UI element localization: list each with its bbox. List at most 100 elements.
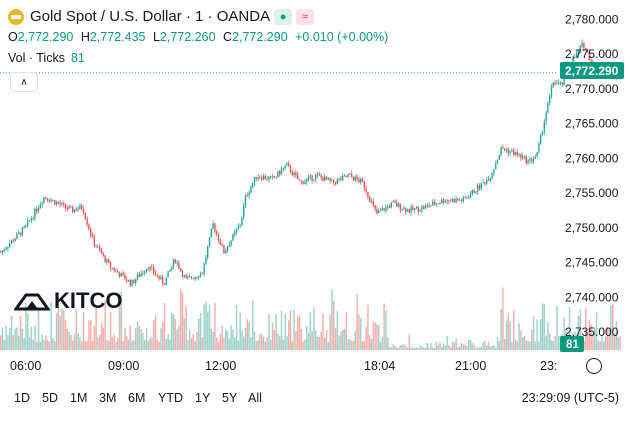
candle-body [295,172,297,176]
volume-bar [140,329,142,350]
range-1y-button[interactable]: 1Y [195,391,211,405]
candle-body [217,233,220,241]
volume-bar [253,331,256,350]
candle-body [399,203,401,210]
candle-body [169,269,171,272]
volume-bar [275,314,277,350]
volume-bar [34,325,36,350]
volume-bar [174,319,177,350]
candle-body [219,240,221,245]
volume-bar [43,340,45,350]
volume-bar [538,341,540,350]
range-6m-button[interactable]: 6M [128,391,146,405]
candle-body [185,275,187,278]
volume-bar [527,341,529,350]
volume-bar [190,338,193,350]
candle-body [392,201,394,203]
volume-bar [165,338,168,350]
time-tick-label: 21:00 [455,359,486,373]
volume-bar [9,328,11,350]
candle-body [464,197,466,199]
ohlc-legend: O2,772.290 H2,772.435 L2,772.260 C2,772.… [8,30,392,44]
volume-bar [19,315,22,350]
candle-body [156,275,158,276]
volume-bar [550,340,553,350]
collapse-legend-button[interactable]: ∧ [10,72,38,92]
volume-bar [259,333,261,350]
candle-body [563,76,565,85]
candle-body [59,203,61,205]
candle-body [243,205,245,218]
volume-bar [235,305,238,350]
volume-bar [444,345,447,350]
volume-bar [365,326,367,350]
volume-bar [208,304,211,350]
volume-bar [349,339,351,350]
candle-body [477,185,479,192]
candle-body [10,240,13,244]
candle-body [199,273,202,278]
volume-bar [196,331,198,350]
candle-body [486,179,488,184]
range-5d-button[interactable]: 5D [42,391,58,405]
candle-body [100,250,103,254]
range-1d-button[interactable]: 1D [14,391,30,405]
candle-body [230,240,232,246]
volume-bar [115,341,117,350]
timezone-clock[interactable]: 23:29:09 (UTC-5) [521,391,619,405]
candle-body [111,267,113,269]
candle-body [554,82,556,85]
volume-bar [32,339,34,350]
volume-bar [498,341,501,350]
volume-bar [48,341,51,350]
candle-body [538,143,540,153]
candle-body [288,163,290,166]
candle-body [453,198,455,203]
volume-bar [518,323,520,350]
candle-body [113,267,115,271]
axis-settings-icon[interactable] [586,358,602,374]
candle-body [36,208,38,212]
volume-bar [592,332,594,350]
volume-bar [239,312,241,350]
volume-bar [223,337,225,350]
candle-body [531,158,533,162]
volume-bar [7,334,9,350]
range-all-button[interactable]: All [248,391,262,405]
volume-bar [354,330,357,350]
candle-body [39,204,41,209]
volume-bar [480,346,483,350]
volume-bar [219,333,222,350]
candle-body [558,82,560,84]
range-1m-button[interactable]: 1M [70,391,88,405]
candle-body [284,165,286,168]
candle-body [228,245,230,247]
candle-body [468,197,470,199]
volume-bar [315,330,317,350]
current-volume-value: 81 [566,339,579,351]
volume-bar [111,337,114,350]
volume-bar [88,320,90,350]
candle-body [414,208,416,210]
volume-bar [237,340,240,350]
range-5y-button[interactable]: 5Y [222,391,238,405]
chart-canvas[interactable]: 2,780.000 2,775.000 2,770.000 2,765.000 2,76… [0,0,631,383]
candle-body [167,271,169,278]
volume-bar [613,333,616,350]
range-3m-button[interactable]: 3M [99,391,117,405]
volume-bar [448,345,450,350]
candle-body [536,152,538,157]
volume-bar [493,345,495,350]
volume-bar [372,321,375,350]
range-ytd-button[interactable]: YTD [158,391,183,405]
candle-body [522,156,524,159]
volume-bar [104,300,106,350]
candle-body [540,134,542,144]
symbol-title[interactable]: Gold Spot / U.S. Dollar · 1 · OANDA [30,8,271,25]
candle-body [300,180,302,182]
candle-body [487,179,490,181]
volume-bar [18,335,20,350]
volume-bar [545,335,547,350]
volume-bar [615,321,618,350]
candle-body [286,163,288,166]
